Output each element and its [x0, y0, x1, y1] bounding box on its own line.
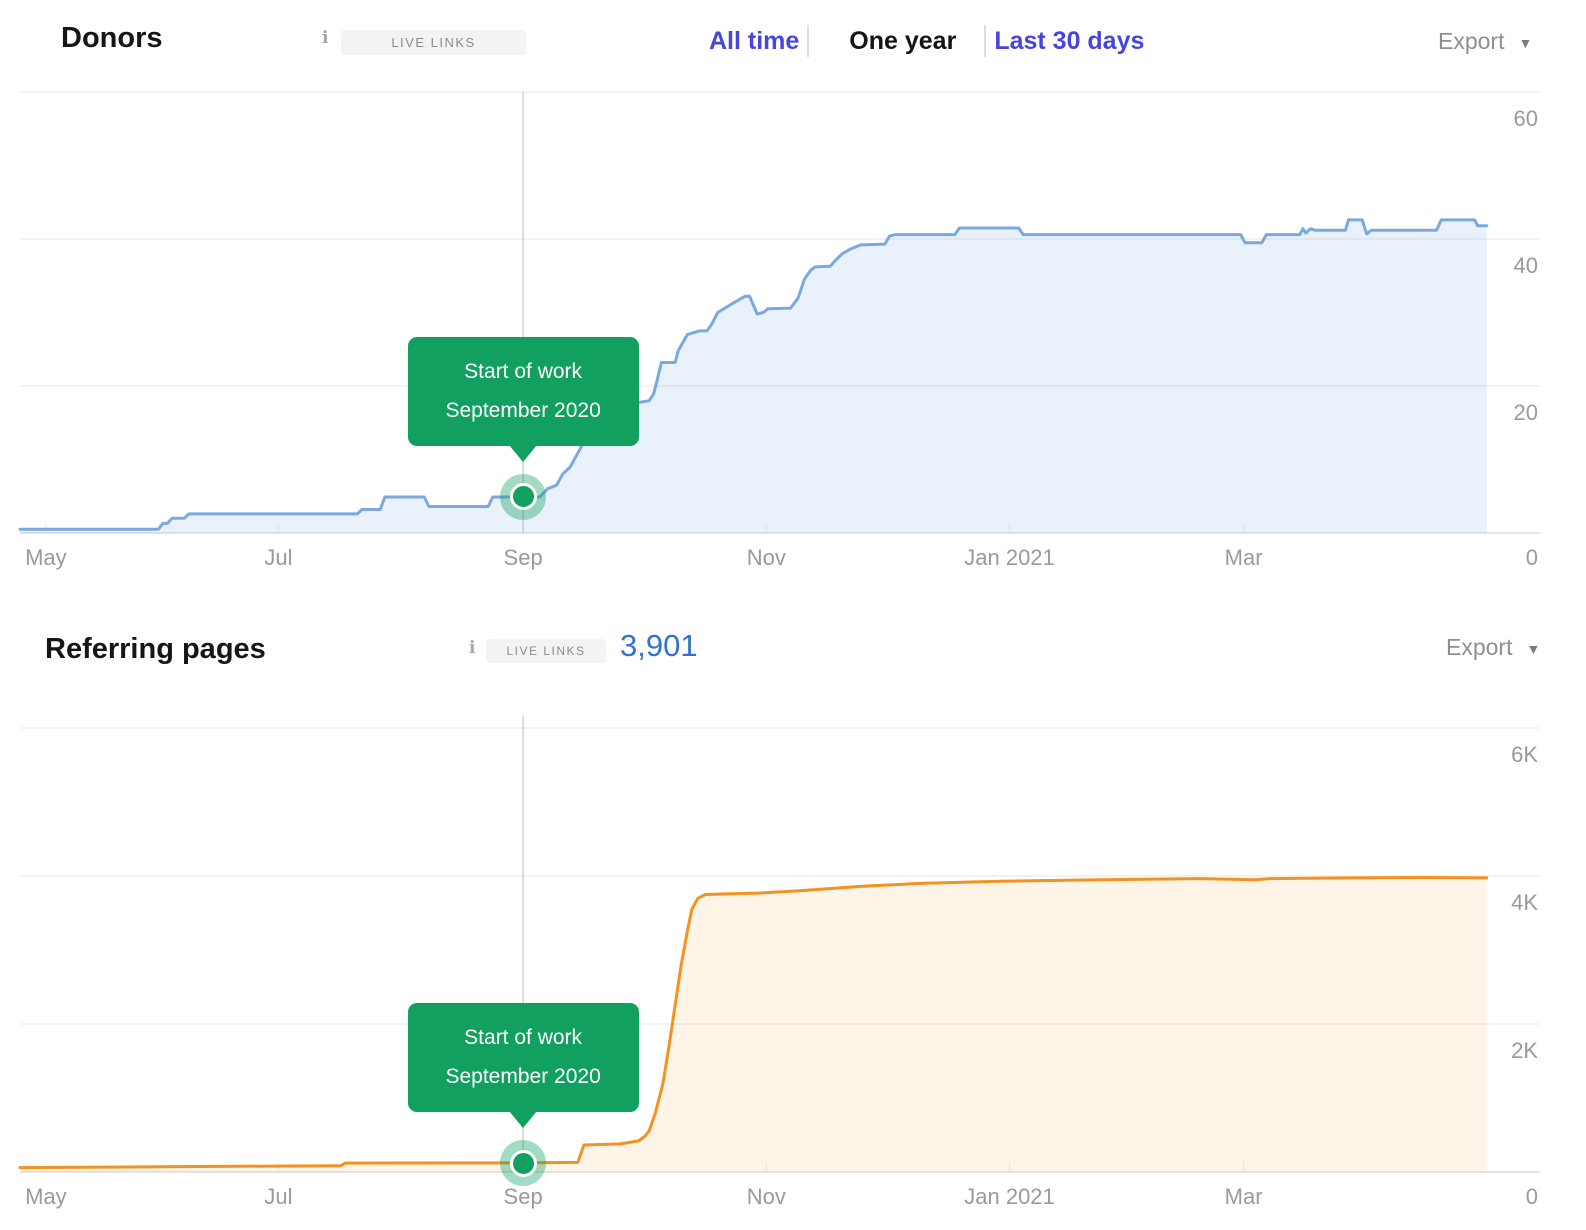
y-axis-label: 0 [1525, 1184, 1538, 1209]
y-axis-label: 6K [1511, 742, 1538, 767]
tab-divider [807, 25, 810, 57]
export-label: Export [1438, 28, 1505, 54]
caret-down-icon: ▼ [1526, 641, 1541, 657]
series-line [18, 218, 1489, 531]
x-axis-label: Nov [746, 545, 786, 570]
info-icon[interactable]: i [322, 28, 329, 48]
y-axis-label: 40 [1513, 253, 1538, 278]
x-axis-label: Sep [503, 1184, 543, 1209]
x-axis-label: Jan 2021 [964, 545, 1055, 570]
live-links-toggle[interactable]: LIVE LINKS [486, 639, 606, 663]
x-axis-label: Mar [1224, 545, 1263, 570]
annotation-text-line: Start of work [464, 1026, 583, 1050]
tab-one-year[interactable]: One year [849, 26, 957, 55]
tab-last-30-days[interactable]: Last 30 days [994, 26, 1145, 55]
tab-divider [984, 25, 987, 57]
referring-pages-plot[interactable] [18, 716, 1540, 1173]
series-area-fill [20, 219, 1487, 533]
y-axis-label: 0 [1525, 545, 1538, 570]
donors-chart-title: Donors [61, 22, 163, 54]
donors-plot[interactable] [18, 91, 1540, 534]
y-axis-label: 4K [1511, 890, 1538, 915]
x-axis-label: Mar [1224, 1184, 1263, 1209]
x-axis-label: Jul [264, 1184, 293, 1209]
info-icon[interactable]: i [469, 638, 476, 658]
series-line [18, 876, 1489, 1170]
series-area-fill [20, 877, 1487, 1172]
x-axis-label: Jul [264, 545, 293, 570]
x-axis-label: Nov [746, 1184, 786, 1209]
x-axis-label: Sep [503, 545, 543, 570]
annotation-tooltip: Start of work September 2020 [407, 336, 639, 462]
referring-pages-chart-title: Referring pages [45, 633, 266, 665]
tab-all-time[interactable]: All time [709, 26, 800, 55]
y-axis-label: 20 [1513, 400, 1538, 425]
export-label: Export [1446, 634, 1513, 660]
tooltip-pointer [509, 1111, 538, 1129]
annotation-text-line: September 2020 [445, 1065, 601, 1089]
annotation-marker-dot [509, 483, 537, 511]
x-axis-label: Jan 2021 [964, 1184, 1055, 1209]
x-axis-label: May [25, 1184, 67, 1209]
annotation-text-line: September 2020 [445, 398, 601, 422]
caret-down-icon: ▼ [1518, 35, 1533, 51]
live-links-toggle[interactable]: LIVE LINKS [341, 30, 526, 55]
export-button[interactable]: Export ▼ [1446, 634, 1540, 661]
y-axis-label: 2K [1511, 1038, 1538, 1063]
annotation-marker [500, 473, 547, 520]
tooltip-pointer [509, 444, 538, 462]
live-links-count: 3,901 [620, 628, 698, 663]
y-axis-label: 60 [1513, 106, 1538, 131]
x-axis-label: May [25, 545, 67, 570]
annotation-text-line: Start of work [464, 359, 583, 383]
annotation-marker-dot [509, 1149, 537, 1177]
date-range-tabs: All time One year Last 30 days [709, 25, 1144, 57]
annotation-marker [500, 1140, 547, 1187]
annotation-tooltip: Start of work September 2020 [407, 1003, 639, 1129]
export-button[interactable]: Export ▼ [1438, 28, 1532, 55]
